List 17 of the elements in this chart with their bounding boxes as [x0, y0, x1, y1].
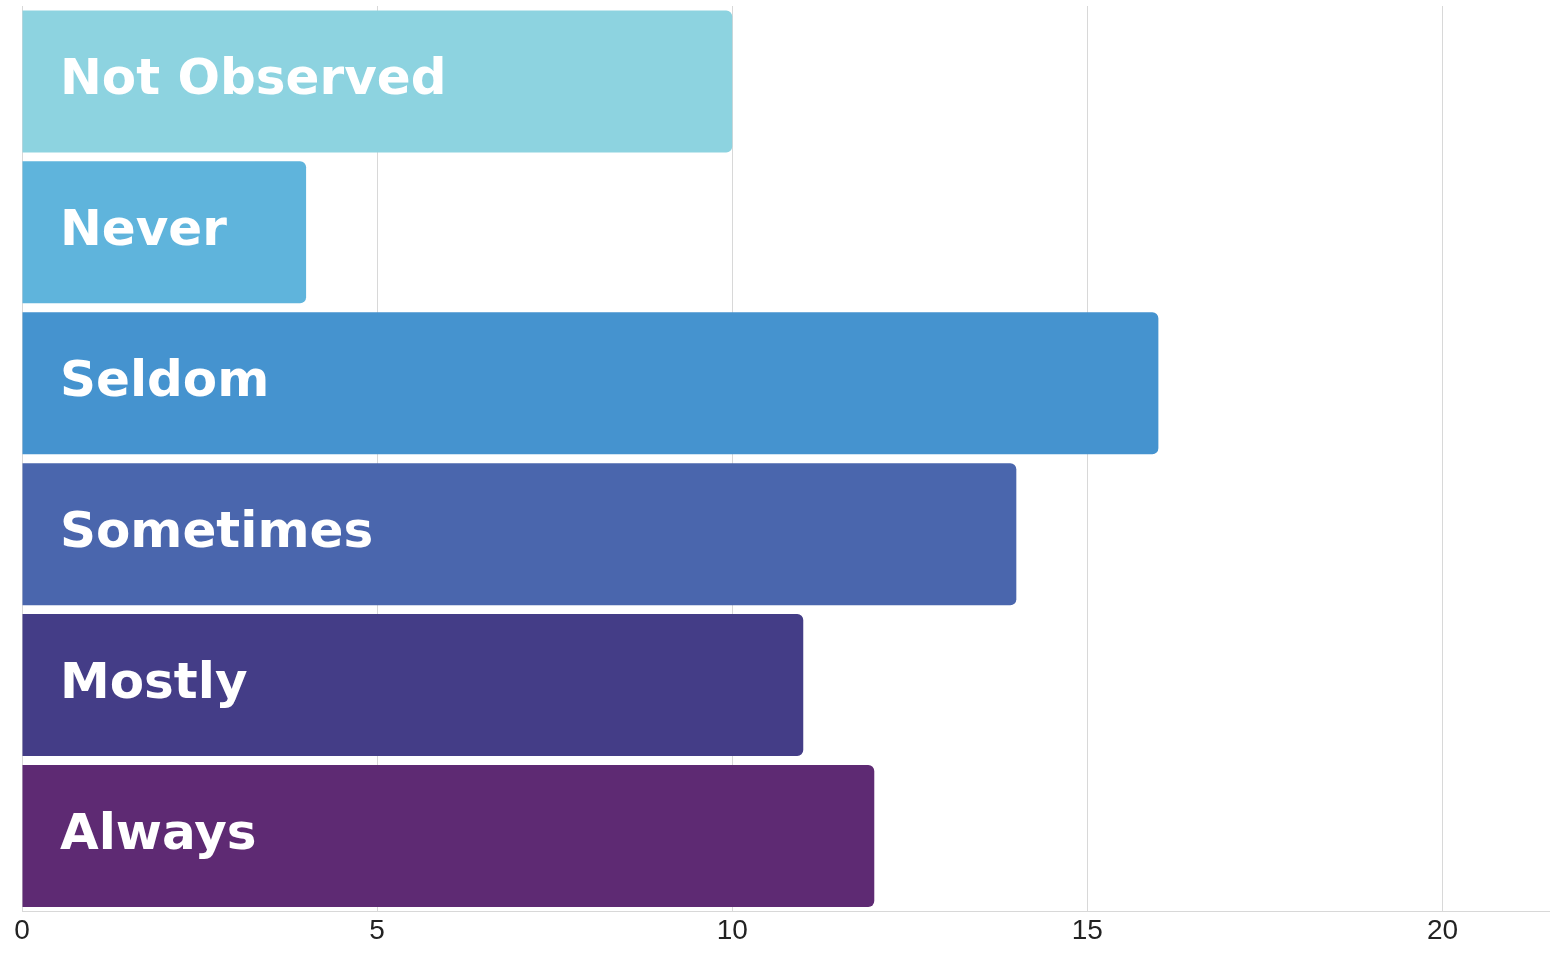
y-tick-label: Sometimes [60, 501, 374, 560]
y-tick-label: Seldom [60, 350, 270, 409]
bar [22, 312, 1159, 455]
x-tick-label: 0 [14, 913, 30, 945]
bar [22, 10, 733, 153]
x-tick-label: 20 [1426, 913, 1459, 945]
bar [22, 764, 875, 907]
bar [22, 463, 1017, 606]
bar [22, 614, 804, 757]
x-tick-label: 15 [1071, 913, 1103, 945]
bar [22, 161, 307, 304]
y-tick-label: Mostly [60, 652, 248, 711]
x-tick-label: 10 [716, 913, 748, 945]
y-tick-label: Not Observed [60, 48, 447, 107]
y-tick-label: Never [60, 199, 228, 258]
x-tick-label: 5 [369, 913, 385, 945]
y-tick-label: Always [60, 802, 257, 861]
